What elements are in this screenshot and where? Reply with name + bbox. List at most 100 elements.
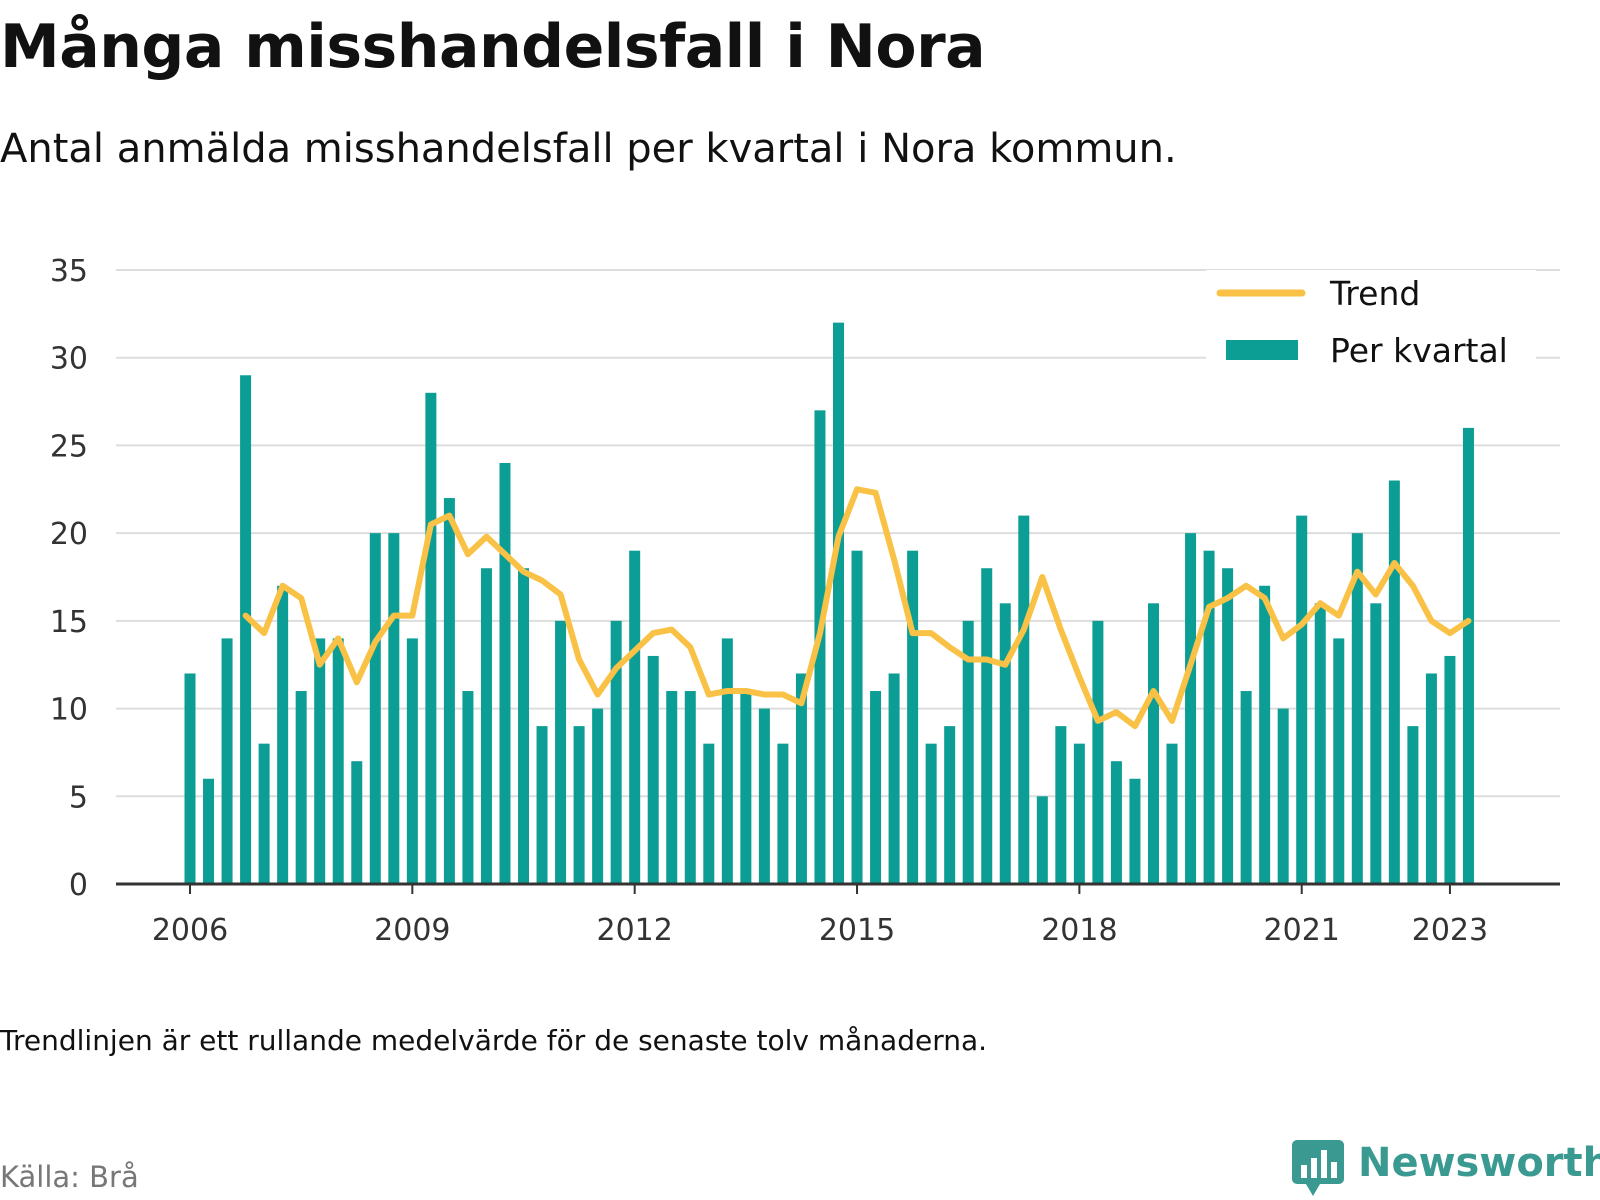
bar bbox=[814, 410, 826, 884]
bar bbox=[1351, 533, 1363, 884]
bar bbox=[351, 761, 363, 884]
bar bbox=[1147, 603, 1159, 884]
x-tick-label: 2009 bbox=[374, 913, 450, 948]
source-label: Källa: Brå bbox=[0, 1160, 139, 1194]
y-tick-label: 15 bbox=[50, 605, 88, 640]
bar bbox=[610, 620, 622, 884]
bar bbox=[758, 708, 770, 884]
bar bbox=[629, 550, 641, 884]
bar bbox=[406, 638, 418, 884]
bar bbox=[184, 673, 196, 884]
bars-per-kvartal bbox=[184, 322, 1474, 885]
bar bbox=[203, 778, 215, 884]
trend-line bbox=[242, 486, 1472, 730]
bar bbox=[1110, 761, 1122, 884]
bar bbox=[499, 462, 511, 884]
bar bbox=[221, 638, 233, 884]
bar bbox=[777, 743, 789, 884]
trend-line-layer bbox=[242, 486, 1472, 730]
bar bbox=[314, 638, 326, 884]
y-tick-label: 5 bbox=[69, 780, 88, 815]
brand-logo: Newsworthy bbox=[1292, 1140, 1600, 1200]
bar bbox=[1388, 480, 1400, 884]
bar bbox=[888, 673, 900, 884]
x-tick-label: 2023 bbox=[1412, 913, 1488, 948]
bar bbox=[425, 392, 437, 884]
bar bbox=[518, 568, 530, 884]
y-tick-label: 25 bbox=[50, 429, 88, 464]
bar bbox=[1203, 550, 1215, 884]
bar bbox=[721, 638, 733, 884]
x-axis-ticks: 2006 2009 2012 2015 2018 2021 2023 bbox=[152, 884, 1488, 948]
bar bbox=[1018, 515, 1030, 884]
bar bbox=[1222, 568, 1234, 884]
y-tick-label: 20 bbox=[50, 517, 88, 552]
bar bbox=[1462, 427, 1474, 884]
bar bbox=[1296, 515, 1308, 884]
legend-trend-label: Trend bbox=[1329, 274, 1420, 313]
bar bbox=[833, 322, 844, 885]
bar bbox=[647, 655, 659, 884]
bar bbox=[1185, 533, 1197, 884]
bar bbox=[962, 620, 974, 884]
bar bbox=[1444, 655, 1456, 884]
bar bbox=[851, 550, 863, 884]
x-tick-label: 2021 bbox=[1264, 913, 1340, 948]
newsworthy-logo-icon bbox=[1292, 1140, 1344, 1196]
x-tick-label: 2018 bbox=[1041, 913, 1117, 948]
bar bbox=[907, 550, 919, 884]
footnote: Trendlinjen är ett rullande medelvärde f… bbox=[0, 1024, 988, 1057]
chart-subtitle: Antal anmälda misshandelsfall per kvarta… bbox=[0, 126, 1177, 172]
bar bbox=[369, 533, 381, 884]
bar bbox=[258, 743, 270, 884]
bar bbox=[1240, 691, 1252, 884]
bar bbox=[573, 726, 585, 884]
bar bbox=[684, 691, 696, 884]
x-tick-label: 2006 bbox=[152, 913, 228, 948]
bar bbox=[555, 620, 567, 884]
bar bbox=[1277, 708, 1289, 884]
bar bbox=[462, 691, 474, 884]
bar bbox=[703, 743, 715, 884]
bar bbox=[1333, 638, 1345, 884]
bar bbox=[240, 375, 252, 884]
bar bbox=[277, 585, 289, 884]
x-tick-label: 2012 bbox=[597, 913, 673, 948]
bar bbox=[592, 708, 604, 884]
bar bbox=[1314, 603, 1326, 884]
bar bbox=[925, 743, 937, 884]
y-axis-ticks: 0 5 10 15 20 25 30 35 bbox=[50, 254, 88, 903]
legend-bar-swatch bbox=[1226, 340, 1298, 360]
bar bbox=[999, 603, 1011, 884]
bar bbox=[388, 533, 400, 884]
legend-bar-label: Per kvartal bbox=[1330, 331, 1508, 370]
bar bbox=[1092, 620, 1104, 884]
bar bbox=[1425, 673, 1437, 884]
y-tick-label: 35 bbox=[50, 254, 88, 289]
bar bbox=[666, 691, 678, 884]
bar bbox=[740, 691, 752, 884]
bar bbox=[1036, 796, 1048, 884]
bar bbox=[443, 498, 455, 884]
chart-title: Många misshandelsfall i Nora bbox=[0, 12, 986, 82]
bar bbox=[795, 673, 807, 884]
bar bbox=[480, 568, 492, 884]
brand-name: Newsworthy bbox=[1358, 1140, 1600, 1186]
y-tick-label: 30 bbox=[50, 342, 88, 377]
bar bbox=[981, 568, 993, 884]
bar bbox=[1166, 743, 1178, 884]
legend: Trend Per kvartal bbox=[1206, 270, 1536, 398]
bar bbox=[1259, 585, 1271, 884]
y-tick-label: 10 bbox=[50, 693, 88, 728]
bar bbox=[536, 726, 548, 884]
y-tick-label: 0 bbox=[69, 868, 88, 903]
bar bbox=[944, 726, 956, 884]
bar bbox=[870, 691, 882, 884]
bar bbox=[1370, 603, 1382, 884]
bar bbox=[1407, 726, 1419, 884]
bar bbox=[332, 638, 344, 884]
bar bbox=[1055, 726, 1067, 884]
bar bbox=[1073, 743, 1085, 884]
bar bbox=[295, 691, 307, 884]
